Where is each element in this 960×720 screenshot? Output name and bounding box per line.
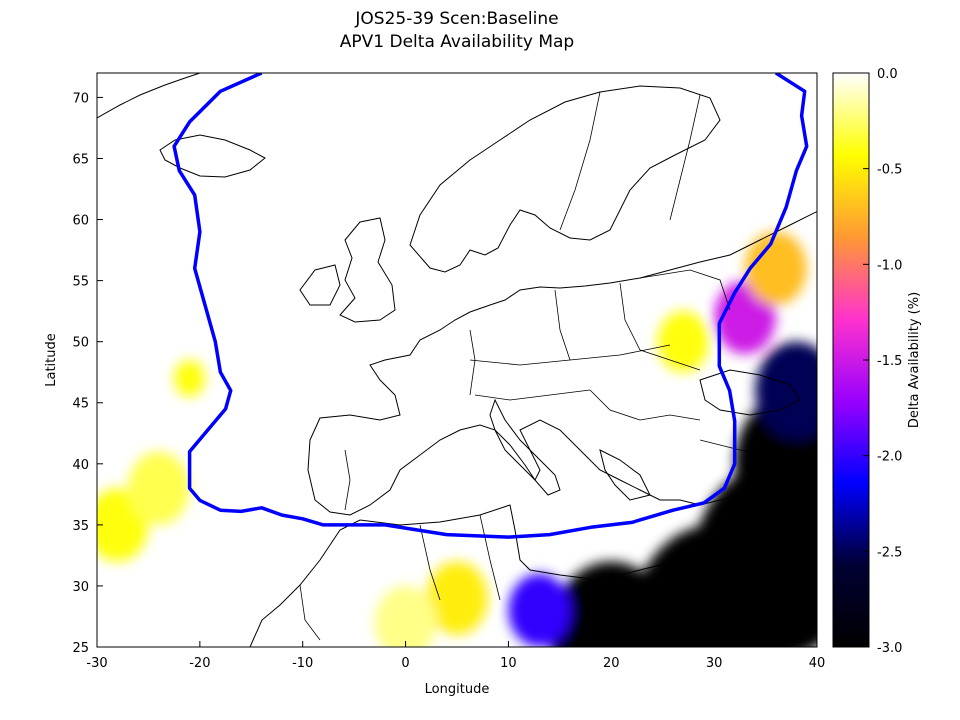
coastlines xyxy=(97,73,817,647)
degradation-region xyxy=(127,451,190,525)
border-scandinavia-inner xyxy=(559,91,601,231)
colorbar-ticks: 0.0 -0.5 -1.0 -1.5 -2.0 -2.5 -3.0 xyxy=(863,67,902,656)
colorbar-tick-label: -0.5 xyxy=(877,163,902,178)
colorbar-tick-label: -2.0 xyxy=(877,450,902,465)
plot-area xyxy=(97,73,817,647)
y-tick-label: 30 xyxy=(72,580,89,595)
country-borders xyxy=(299,91,817,641)
border-france-germany xyxy=(469,329,476,396)
degradation-region xyxy=(174,360,205,397)
colorbar-tick-label: 0.0 xyxy=(877,67,898,82)
border-alps xyxy=(474,389,591,401)
border-finland-russia xyxy=(669,94,701,221)
map-title-line1: JOS25-39 Scen:Baseline xyxy=(354,9,558,29)
colorbar-tick-label: -1.0 xyxy=(877,258,902,273)
border-turkey xyxy=(699,439,817,461)
coastline-greenland xyxy=(97,73,201,119)
x-tick-label: -20 xyxy=(189,656,210,671)
x-tick-label: -30 xyxy=(86,656,107,671)
colorbar-title: Delta Availability (%) xyxy=(907,292,922,428)
degradation-region xyxy=(755,341,817,440)
y-tick-label: 25 xyxy=(72,641,89,656)
degradation-region xyxy=(657,311,709,373)
coastline-africa xyxy=(249,504,817,647)
border-north-africa xyxy=(299,514,501,641)
coastline-ireland xyxy=(299,264,341,306)
x-axis: -30 -20 -10 0 10 20 30 40 xyxy=(86,641,825,671)
degradation-region xyxy=(374,585,437,647)
y-tick-label: 35 xyxy=(72,519,89,534)
x-tick-label: 40 xyxy=(809,656,826,671)
plot-frame xyxy=(96,72,818,648)
border-germany-poland xyxy=(554,289,571,361)
y-axis: 25 30 35 40 45 50 55 60 65 70 xyxy=(72,91,103,656)
border-eastern-europe xyxy=(619,282,701,371)
x-tick-label: 0 xyxy=(401,656,409,671)
colorbar-tick-label: -3.0 xyxy=(877,641,902,656)
coastline-continent xyxy=(307,210,817,516)
colorbar-tick-label: -2.5 xyxy=(877,545,902,560)
coastline-black-sea xyxy=(699,369,801,416)
border-baltic xyxy=(639,269,731,311)
heat-layer xyxy=(97,231,817,647)
y-tick-label: 40 xyxy=(72,458,89,473)
y-tick-label: 65 xyxy=(72,152,89,167)
border-central-europe xyxy=(469,344,671,366)
degradation-region xyxy=(631,524,797,647)
x-tick-label: 30 xyxy=(706,656,723,671)
y-tick-label: 70 xyxy=(72,91,89,106)
x-axis-title: Longitude xyxy=(425,682,490,697)
x-tick-label: 10 xyxy=(500,656,517,671)
coastline-greece xyxy=(599,449,651,501)
x-tick-label: 20 xyxy=(603,656,620,671)
coastline-italy xyxy=(489,398,561,496)
y-tick-label: 55 xyxy=(72,275,89,290)
coastline-scandinavia xyxy=(409,85,721,273)
border-iberia xyxy=(344,449,351,511)
colorbar-tick-label: -1.5 xyxy=(877,354,902,369)
border-balkans xyxy=(589,389,701,421)
degradation-region xyxy=(745,231,807,306)
degradation-region xyxy=(549,561,673,647)
y-tick-label: 50 xyxy=(72,336,89,351)
y-tick-label: 60 xyxy=(72,214,89,229)
y-tick-label: 45 xyxy=(72,397,89,412)
y-axis-title: Latitude xyxy=(44,333,59,387)
coastline-british-isles xyxy=(339,217,396,323)
service-area-boundary xyxy=(172,73,809,539)
degradation-region xyxy=(426,561,488,635)
degradation-region xyxy=(508,573,571,647)
x-tick-label: -10 xyxy=(292,656,313,671)
map-title-line2: APV1 Delta Availability Map xyxy=(340,32,574,52)
